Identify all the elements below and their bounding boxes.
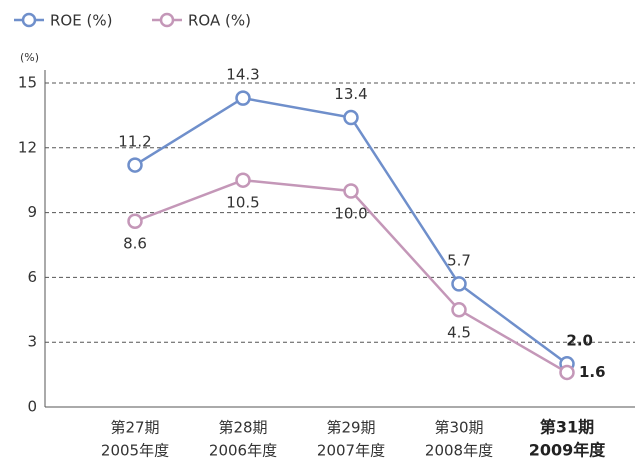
y-tick-label: 9 [27, 203, 37, 221]
legend-marker [159, 12, 175, 28]
point [235, 90, 251, 106]
y-unit-label: (%) [20, 51, 39, 64]
y-tick-label: 3 [27, 333, 37, 351]
y-tick-label: 15 [18, 74, 37, 92]
data-label: 10.5 [226, 194, 259, 212]
point [451, 302, 467, 318]
y-tick-label: 0 [27, 398, 37, 416]
legend-label: ROA (%) [188, 12, 251, 30]
x-tick-label: 2009年度 [529, 441, 607, 460]
data-label: 2.0 [566, 331, 593, 349]
data-label: 8.6 [123, 235, 147, 253]
point [127, 157, 143, 173]
point [235, 172, 251, 188]
data-label: 14.3 [226, 66, 259, 84]
x-tick-label: 第31期 [540, 418, 594, 437]
y-tick-label: 6 [27, 268, 37, 286]
data-label: 5.7 [447, 251, 471, 269]
data-label: 1.6 [579, 363, 606, 381]
x-tick-label: 2005年度 [101, 442, 169, 460]
point [343, 183, 359, 199]
data-label: 4.5 [447, 323, 471, 341]
y-tick-label: 12 [18, 138, 37, 156]
x-tick-label: 2007年度 [317, 442, 385, 460]
x-tick-label: 第29期 [326, 419, 375, 437]
legend-marker [21, 12, 37, 28]
x-tick-label: 2006年度 [209, 442, 277, 460]
x-tick-label: 第28期 [218, 419, 267, 437]
data-label: 11.2 [118, 133, 151, 151]
legend-label: ROE (%) [50, 12, 112, 30]
x-tick-label: 2008年度 [425, 442, 493, 460]
data-label: 13.4 [334, 85, 367, 103]
data-label: 10.0 [334, 205, 367, 223]
point [451, 276, 467, 292]
point [559, 364, 575, 381]
x-tick-label: 第27期 [110, 419, 159, 437]
point [343, 109, 359, 126]
series-line [134, 96, 568, 365]
point [127, 213, 143, 229]
x-tick-label: 第30期 [434, 419, 483, 437]
